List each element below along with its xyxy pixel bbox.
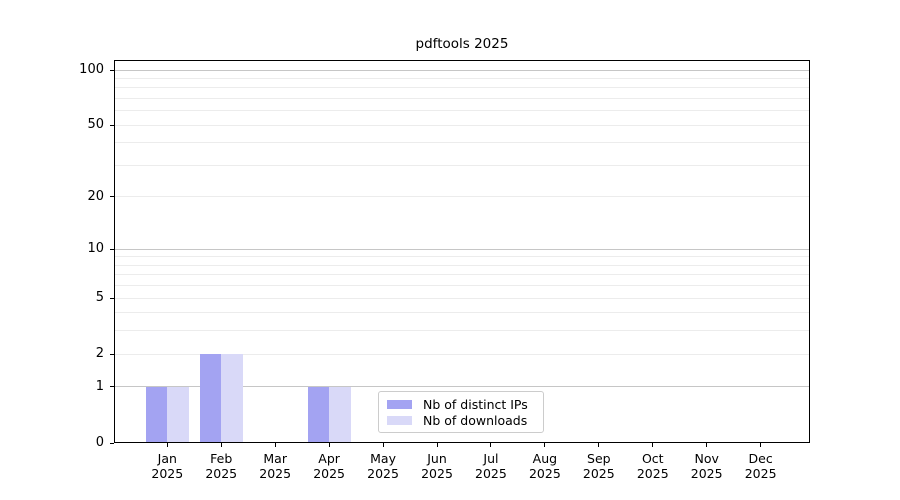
gridline-minor xyxy=(115,285,809,287)
y-tick-label: 0 xyxy=(95,435,104,450)
x-tick-mark xyxy=(598,443,600,447)
x-tick-label: May 2025 xyxy=(355,451,411,481)
x-tick-mark xyxy=(166,443,168,447)
x-tick-year: 2025 xyxy=(475,466,507,481)
x-tick-label: Jan 2025 xyxy=(139,451,195,481)
legend-label-downloads: Nb of downloads xyxy=(423,413,528,428)
legend: Nb of distinct IPs Nb of downloads xyxy=(378,391,544,433)
y-tick-label: 2 xyxy=(95,346,104,362)
y-tick-mark xyxy=(110,386,114,388)
legend-item-distinct-ips: Nb of distinct IPs xyxy=(387,397,536,412)
gridline-minor xyxy=(115,330,809,332)
x-tick-year: 2025 xyxy=(313,466,346,481)
y-tick-label: 20 xyxy=(87,188,104,204)
bar-distinct-ips xyxy=(307,386,330,442)
gridline-minor xyxy=(115,353,809,355)
gridline-minor xyxy=(115,110,809,112)
x-tick-label: Oct 2025 xyxy=(625,451,681,481)
gridline-minor xyxy=(115,124,809,126)
x-tick-mark xyxy=(706,443,708,447)
y-tick-mark xyxy=(110,297,114,299)
x-tick-year: 2025 xyxy=(690,466,723,481)
bar-distinct-ips xyxy=(199,354,222,442)
x-tick-mark xyxy=(544,443,546,447)
x-tick-year: 2025 xyxy=(528,466,561,481)
y-tick-label: 1 xyxy=(95,378,104,394)
x-tick-mark xyxy=(328,443,330,447)
x-tick-label: Apr 2025 xyxy=(301,451,357,481)
gridline-minor xyxy=(115,87,809,89)
gridline-minor xyxy=(115,142,809,144)
x-tick-label: Dec 2025 xyxy=(733,451,789,481)
gridline-major xyxy=(115,248,809,250)
x-tick-year: 2025 xyxy=(582,466,615,481)
y-tick-mark xyxy=(110,353,114,355)
x-tick-mark xyxy=(274,443,276,447)
x-tick-mark xyxy=(436,443,438,447)
x-tick-mark xyxy=(382,443,384,447)
x-tick-label: Jun 2025 xyxy=(409,451,465,481)
bar-downloads xyxy=(329,386,351,442)
legend-label-distinct-ips: Nb of distinct IPs xyxy=(423,397,528,412)
x-tick-label: Jul 2025 xyxy=(463,451,519,481)
gridline-major xyxy=(115,386,809,388)
x-tick-mark xyxy=(490,443,492,447)
x-tick-label: Nov 2025 xyxy=(679,451,735,481)
x-tick-mark xyxy=(652,443,654,447)
gridline-minor xyxy=(115,256,809,258)
x-tick-year: 2025 xyxy=(259,466,292,481)
x-tick-label: Aug 2025 xyxy=(517,451,573,481)
gridline-minor xyxy=(115,196,809,198)
plot-border xyxy=(114,60,810,443)
x-tick-mark xyxy=(760,443,762,447)
y-tick-label: 5 xyxy=(95,290,104,306)
gridline-minor xyxy=(115,97,809,99)
y-tick-label: 10 xyxy=(87,241,104,257)
y-tick-mark xyxy=(110,442,114,444)
x-tick-year: 2025 xyxy=(744,466,777,481)
legend-item-downloads: Nb of downloads xyxy=(387,413,536,428)
y-tick-label: 50 xyxy=(87,117,104,133)
gridline-minor xyxy=(115,312,809,314)
gridline-minor xyxy=(115,164,809,166)
y-tick-mark xyxy=(110,69,114,71)
bar-distinct-ips xyxy=(145,386,168,442)
gridline-minor xyxy=(115,77,809,79)
x-tick-label: Feb 2025 xyxy=(193,451,249,481)
x-tick-label: Sep 2025 xyxy=(571,451,627,481)
x-tick-label: Mar 2025 xyxy=(247,451,303,481)
x-tick-mark xyxy=(220,443,222,447)
bar-downloads xyxy=(221,354,243,442)
legend-swatch-downloads xyxy=(387,416,412,425)
x-tick-year: 2025 xyxy=(636,466,669,481)
x-tick-year: 2025 xyxy=(421,466,453,481)
gridline-minor xyxy=(115,264,809,266)
y-tick-mark xyxy=(110,124,114,126)
gridline-minor xyxy=(115,274,809,276)
bar-downloads xyxy=(167,386,189,442)
y-tick-label: 100 xyxy=(79,62,104,77)
y-tick-mark xyxy=(110,196,114,198)
gridline-major xyxy=(115,69,809,71)
x-tick-year: 2025 xyxy=(205,466,238,481)
gridline-minor xyxy=(115,297,809,299)
x-tick-year: 2025 xyxy=(367,466,399,481)
x-tick-year: 2025 xyxy=(151,466,184,481)
y-tick-mark xyxy=(110,248,114,250)
legend-swatch-distinct-ips xyxy=(387,400,412,409)
chart-title: pdftools 2025 xyxy=(415,36,509,52)
